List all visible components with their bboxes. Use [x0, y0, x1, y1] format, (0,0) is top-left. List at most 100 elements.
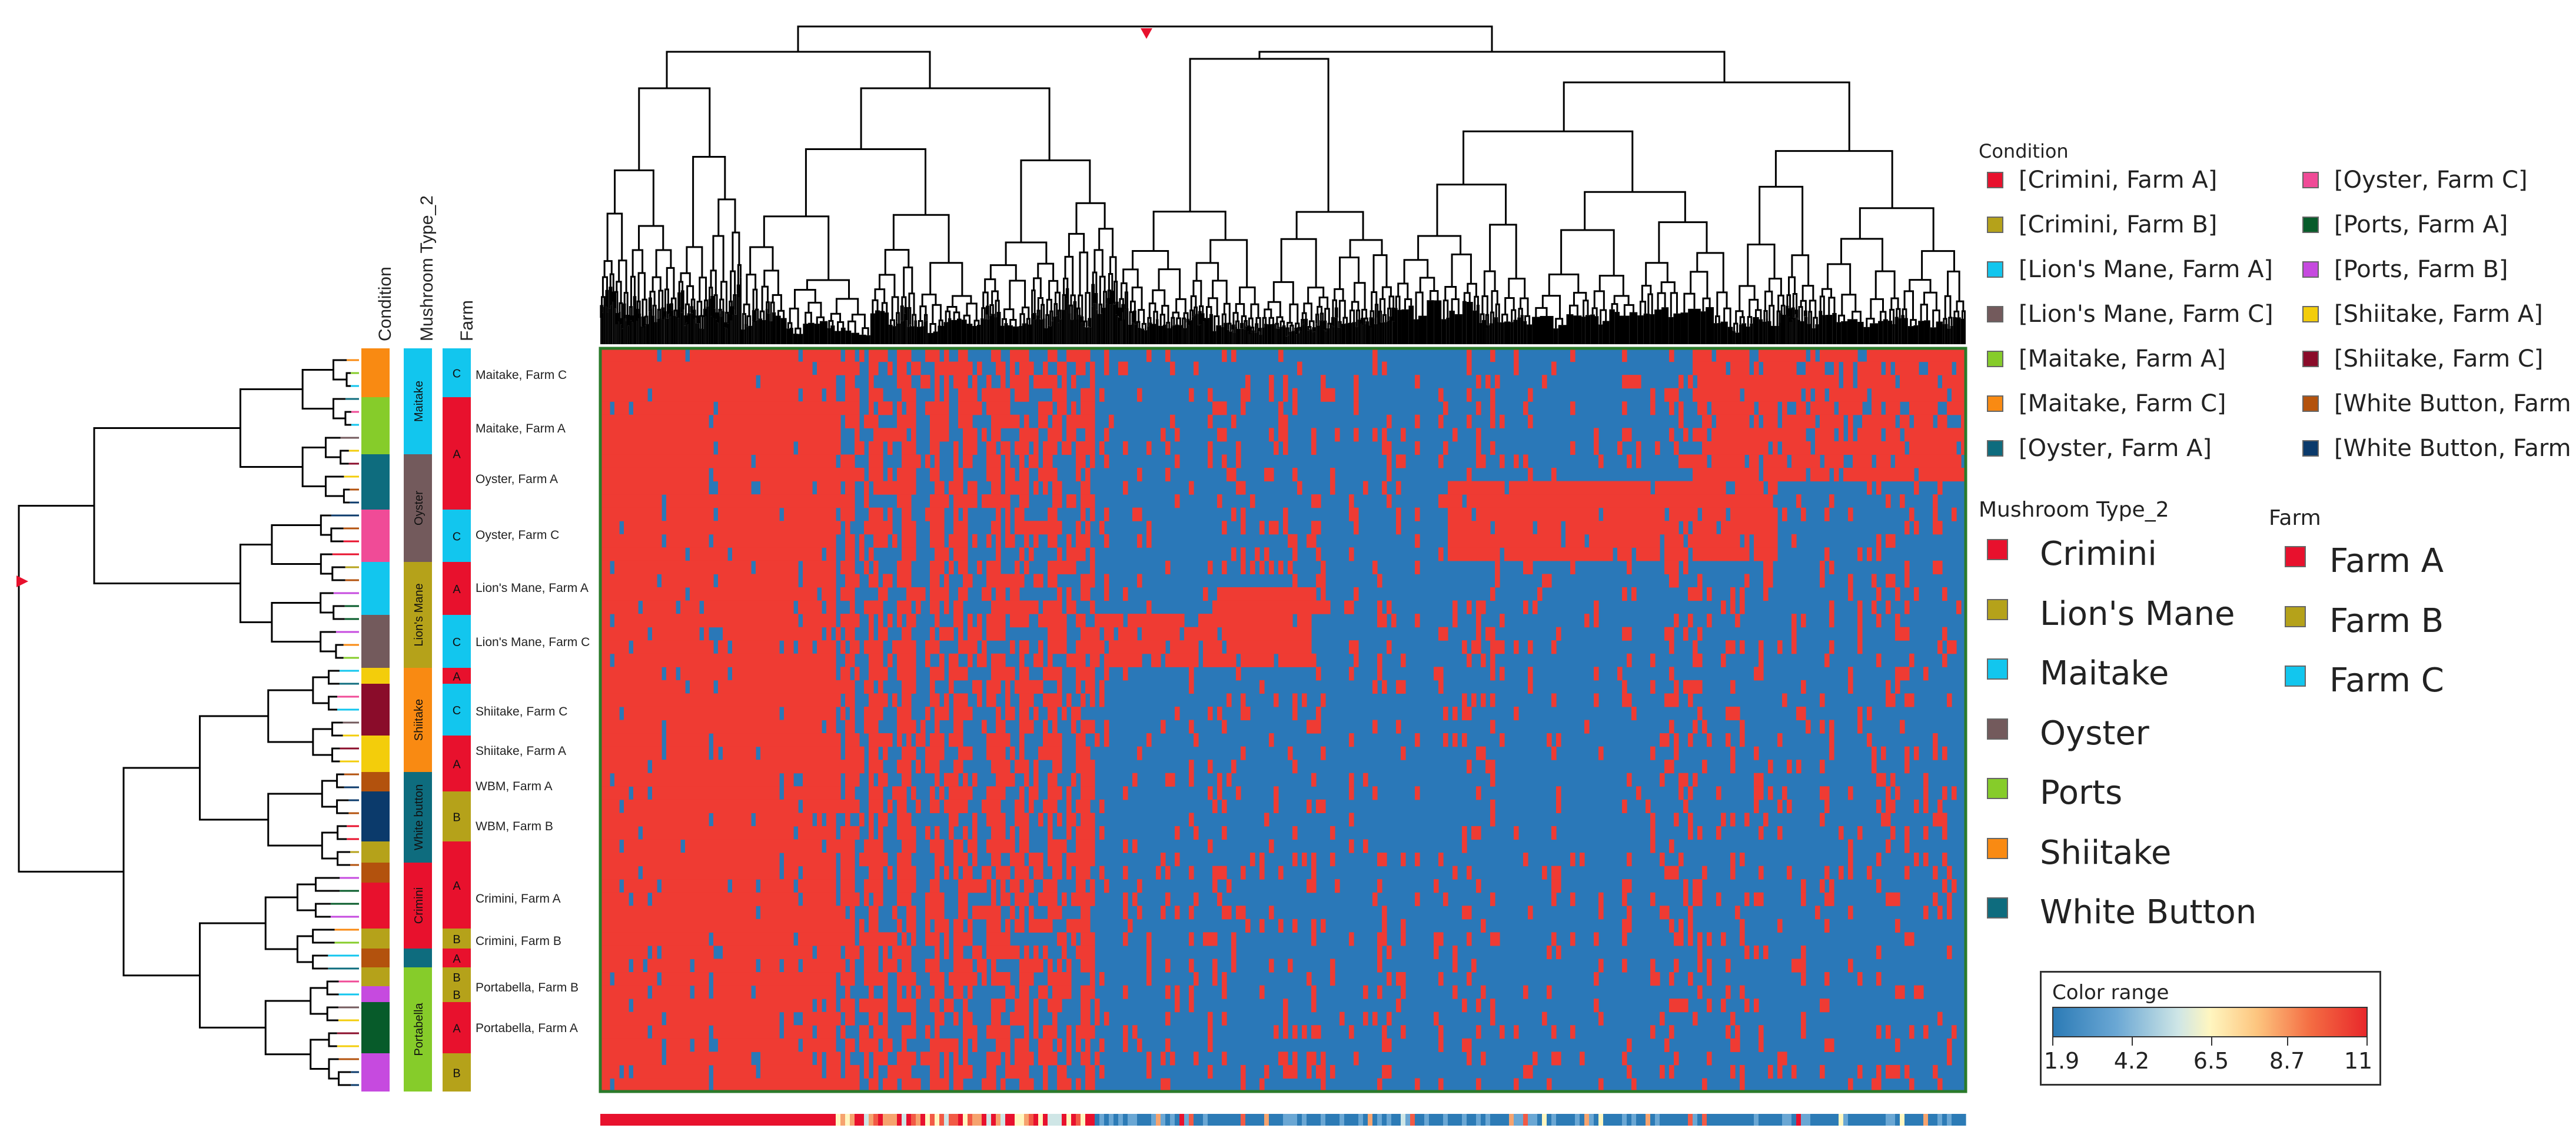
- dendro-leaf: [1365, 321, 1370, 344]
- heatmap-cell: [817, 813, 822, 827]
- dendro-branch: [1776, 310, 1781, 327]
- heatmap-cell: [760, 985, 766, 999]
- heatmap-cell: [657, 414, 662, 428]
- heatmap-cell: [911, 932, 916, 946]
- heatmap-cell: [643, 1038, 648, 1052]
- heatmap-cell: [991, 680, 996, 694]
- heatmap-cell: [864, 1051, 869, 1066]
- dendro-leaf: [1372, 318, 1375, 344]
- heatmap-cell: [614, 879, 620, 893]
- heatmap-cell: [789, 866, 794, 880]
- heatmap-cell: [892, 1064, 898, 1079]
- dendro-branch: [929, 323, 936, 333]
- heatmap-cell: [610, 866, 615, 880]
- heatmap-cell: [742, 999, 747, 1013]
- heatmap-cell: [723, 985, 728, 999]
- heatmap-cell: [807, 614, 813, 628]
- heatmap-cell: [812, 786, 817, 800]
- dendro-branch: [1133, 310, 1136, 325]
- heatmap-cell: [727, 627, 733, 641]
- heatmap-cell: [732, 919, 737, 933]
- heatmap-cell: [949, 799, 954, 813]
- heatmap-cell: [935, 1025, 940, 1039]
- dendro-branch: [1956, 300, 1965, 312]
- heatmap-cell: [619, 853, 624, 867]
- condition-cell: [361, 772, 390, 791]
- heatmap-cell: [610, 959, 615, 973]
- heatmap-cell: [638, 906, 643, 920]
- heatmap-cell: [883, 733, 888, 747]
- heatmap-cell: [685, 653, 690, 667]
- dendro-leaf: [612, 301, 613, 344]
- dendro-leaf: [730, 320, 732, 344]
- dendro-branch: [1780, 304, 1786, 315]
- heatmap-cell: [756, 640, 761, 654]
- dendro-leaf: [1158, 325, 1163, 344]
- heatmap-cell: [647, 1051, 653, 1066]
- heatmap-cell: [812, 428, 817, 442]
- heatmap-cell: [812, 401, 817, 415]
- heatmap-cell: [765, 813, 770, 827]
- heatmap-cell: [784, 574, 789, 588]
- heatmap-cell: [798, 839, 803, 853]
- dendro-branch: [1009, 318, 1017, 327]
- heatmap-cell: [765, 906, 770, 920]
- heatmap-cell: [1005, 467, 1011, 482]
- heatmap-cell: [633, 467, 639, 482]
- heatmap-cell: [671, 720, 676, 734]
- heatmap-cell: [718, 760, 723, 774]
- heatmap-cell: [713, 587, 719, 601]
- heatmap-cell: [972, 680, 978, 694]
- heatmap-cell: [694, 348, 700, 362]
- heatmap-cell: [789, 959, 794, 973]
- heatmap-cell: [690, 560, 695, 575]
- dendro-leaf: [1134, 324, 1137, 344]
- heatmap-cell: [732, 853, 737, 867]
- heatmap-cell: [718, 879, 723, 893]
- heatmap-cell: [892, 959, 898, 973]
- heatmap-cell: [680, 547, 686, 561]
- heatmap-cell: [822, 786, 827, 800]
- heatmap-cell: [963, 932, 968, 946]
- heatmap-cell: [633, 507, 639, 521]
- heatmap-cell: [789, 706, 794, 721]
- dendro-branch: [1166, 321, 1171, 328]
- heatmap-cell: [789, 667, 794, 681]
- heatmap-cell: [930, 521, 935, 535]
- dendro-branch: [1065, 288, 1069, 304]
- heatmap-cell: [803, 441, 808, 455]
- heatmap-cell: [671, 813, 676, 827]
- dendro-leaf: [1334, 317, 1337, 344]
- heatmap-cell: [803, 534, 808, 548]
- heatmap-cell: [968, 866, 973, 880]
- heatmap-cell: [760, 733, 766, 747]
- heatmap-cell: [953, 959, 959, 973]
- heatmap-cell: [812, 467, 817, 482]
- heatmap-cell: [1001, 614, 1006, 628]
- heatmap-cell: [1015, 853, 1020, 867]
- dendro-branch: [1098, 303, 1103, 314]
- heatmap-cell: [826, 853, 832, 867]
- heatmap-cell: [614, 680, 620, 694]
- heatmap-cell: [685, 454, 690, 468]
- heatmap-cell: [798, 720, 803, 734]
- dendro-leaf: [1307, 330, 1309, 344]
- heatmap-cell: [869, 786, 874, 800]
- heatmap-cell: [732, 467, 737, 482]
- heatmap-cell: [638, 1011, 643, 1026]
- heatmap-cell: [742, 388, 747, 402]
- heatmap-cell: [662, 892, 667, 906]
- heatmap-cell: [671, 1064, 676, 1079]
- heatmap-cell: [935, 733, 940, 747]
- heatmap-cell: [779, 693, 785, 707]
- heatmap-cell: [619, 959, 624, 973]
- dendro-branch: [1055, 291, 1061, 311]
- heatmap-cell: [676, 760, 681, 774]
- heatmap-cell: [633, 773, 639, 787]
- heatmap-cell: [798, 746, 803, 760]
- heatmap-cell: [718, 853, 723, 867]
- heatmap-cell: [662, 706, 667, 721]
- heatmap-cell: [996, 706, 1001, 721]
- dendro-branch: [1349, 310, 1355, 323]
- heatmap-cell: [760, 932, 766, 946]
